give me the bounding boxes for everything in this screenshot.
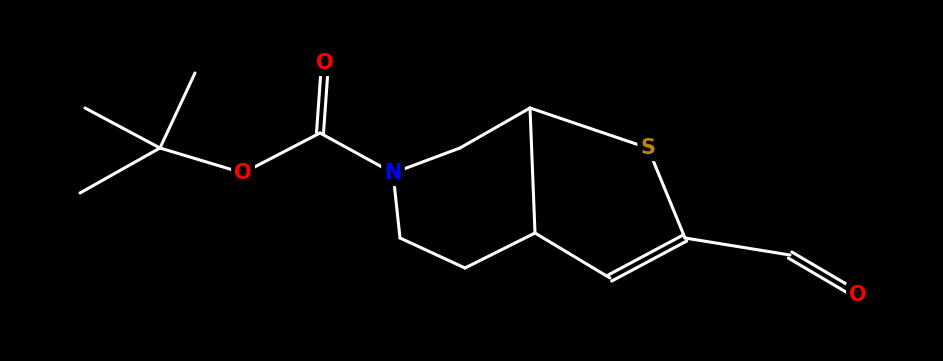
Text: O: O [316, 53, 334, 73]
Text: O: O [850, 285, 867, 305]
Text: O: O [234, 163, 252, 183]
Text: S: S [640, 138, 655, 158]
Text: N: N [385, 163, 402, 183]
